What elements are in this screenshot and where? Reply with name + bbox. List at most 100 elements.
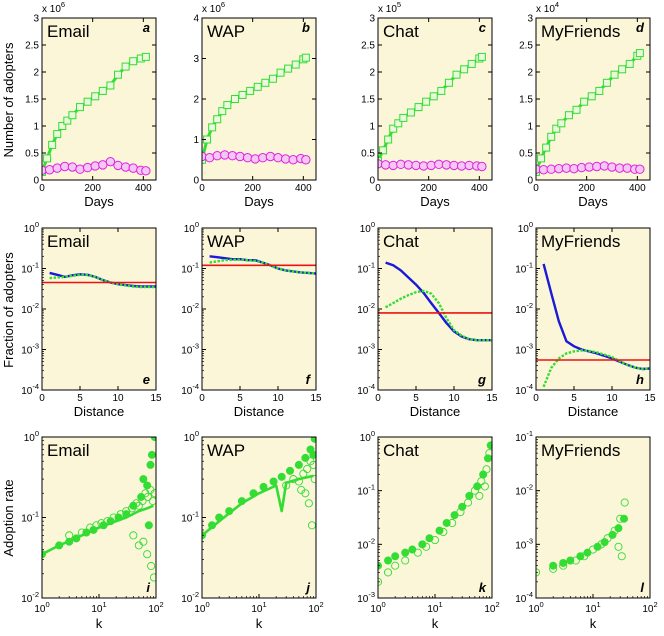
series-filled-point-1 [55,541,64,550]
x-tick-label-1: 200 [84,183,101,194]
y-tick-label-3: 10-1 [357,261,375,276]
x-axis-label: k [432,616,439,631]
series-open-point-10 [620,498,629,507]
y-tick-label-2: 10-2 [357,301,375,316]
data-layer [42,437,156,582]
panel-g: 0 5 10 15 10-4 10-3 10-2 10-1 100 Chat g Distance [357,220,498,419]
x-tick-label-3: 15 [310,393,322,404]
series-cumulative-adopters-marker-11 [106,81,115,90]
series-daily-adopters-marker-6 [242,153,253,163]
x-axis-label: Days [420,194,450,209]
y-tick-label-1: 0.5 [361,149,375,160]
row-ylabel-1: Fraction of adopters [1,252,16,368]
series-filled-point-15 [486,441,492,450]
x-tick-label-1: 101 [427,600,442,615]
plot-area [536,437,650,598]
y-tick-label-1: 10-3 [515,342,533,357]
series-cumulative-adopters-marker-16 [301,53,310,62]
series-filled-point-6 [259,482,268,491]
y-tick-label-0: 0 [527,176,533,187]
y-tick-label-1: 10-1 [21,510,39,525]
series-filled-point-1 [384,556,393,565]
series-daily-adopters-marker-6 [82,162,93,173]
y-tick-label-2: 1 [33,122,39,133]
panel-title: WAP [207,232,245,251]
series-open-point-9 [456,507,465,517]
x-tick-label-2: 102 [484,600,499,615]
row-ylabels: Number of adopters Fraction of adopters Ad… [1,42,16,557]
y-tick-label-4: 2 [527,68,533,79]
y-tick-label-2: 10-1 [357,483,375,498]
series-open-point-12 [617,552,626,561]
x-tick-label-1: 5 [237,393,243,404]
series-cumulative-adopters-marker-7 [572,105,581,114]
series-open-point-16 [148,497,156,506]
series-filled-point-12 [473,482,482,491]
y-tick-label-0: 10-4 [515,382,533,397]
x-tick-label-2: 400 [471,183,488,194]
series-cumulative-adopters-marker-10 [595,86,604,95]
x-axis-label: Days [244,194,274,209]
series-cumulative-adopters-marker-10 [261,78,270,87]
series-open-point-6 [309,460,316,469]
x-tick-label-1: 5 [77,393,83,404]
data-layer [42,271,156,289]
series-open-point-0 [65,531,74,540]
x-axis-label: Distance [410,404,461,419]
series-daily-adopters-marker-8 [258,153,268,163]
y-tick-label-0: 0 [369,176,375,187]
series-open-point-10 [463,498,473,507]
x-tick-label-0: 0 [375,393,381,404]
series-cumulative-adopters-marker-9 [253,82,262,91]
y-tick-label-2: 10-2 [181,301,199,316]
series-filled-point-3 [72,534,81,543]
series-cumulative-adopters-marker-6 [68,111,77,120]
series-open-point-22 [134,541,143,550]
series-open-point-3 [401,556,410,565]
panel-letter: d [636,20,645,35]
series-cumulative-adopters-marker-7 [414,103,423,112]
series-filled-point-11 [301,453,310,462]
y-tick-label-2: 10-2 [515,301,533,316]
series-cumulative-adopters-marker-12 [114,70,122,79]
y-tick-label-0: 10-4 [21,382,39,397]
y-tick-label-2: 10-2 [21,301,39,316]
series-filled-point-17 [144,521,153,530]
series-cumulative-adopters-marker-6 [564,111,573,120]
series-cumulative-adopters-marker-1 [537,154,546,163]
series-open-point-6 [597,540,606,549]
series-filled-point-7 [269,477,278,486]
series-cumulative-adopters-marker-2 [208,123,217,132]
panel-letter: g [477,372,486,387]
panel-e: 0 5 10 15 10-4 10-3 10-2 10-1 100 Email e Distance [21,220,162,419]
series-cumulative-adopters-marker-4 [552,124,561,133]
y-tick-label-3: 1.5 [25,95,39,106]
data-layer [378,261,492,342]
x-tick-label-1: 5 [413,393,419,404]
series-open-point-1 [77,528,86,537]
plot-area [42,228,156,390]
data-layer [536,263,650,388]
series-cumulative-adopters-marker-11 [444,78,453,87]
y-tick-label-4: 2 [33,68,39,79]
x-tick-label-3: 15 [150,393,162,404]
series-cumulative-adopters-marker-3 [53,130,62,139]
series-filled-point-3 [401,548,410,557]
series-open-point-8 [610,526,619,535]
x-tick-label-0: 0 [533,393,539,404]
series-daily-adopters-marker-9 [265,151,276,162]
panel-title: WAP [207,22,245,41]
series-open-point-4 [580,552,589,561]
series-cumulative-adopters-marker-8 [580,97,589,106]
y-tick-label-6: 3 [369,14,375,25]
series-open-point-16 [480,482,489,491]
panel-title: MyFriends [541,441,620,460]
series-open-point-11 [614,542,623,551]
series-filled-point-1 [208,521,217,530]
series-daily-adopters-marker-7 [90,161,100,171]
panel-a: 0 200 400 0 0.5 1 1.5 2 2.5 3x 106 Email a Days [25,0,157,209]
x-axis-label: Days [578,194,608,209]
series-cumulative-adopters-marker-8 [246,86,255,95]
series-cumulative-adopters-marker-5 [63,116,72,125]
series-cumulative-adopters-marker-8 [83,97,92,106]
